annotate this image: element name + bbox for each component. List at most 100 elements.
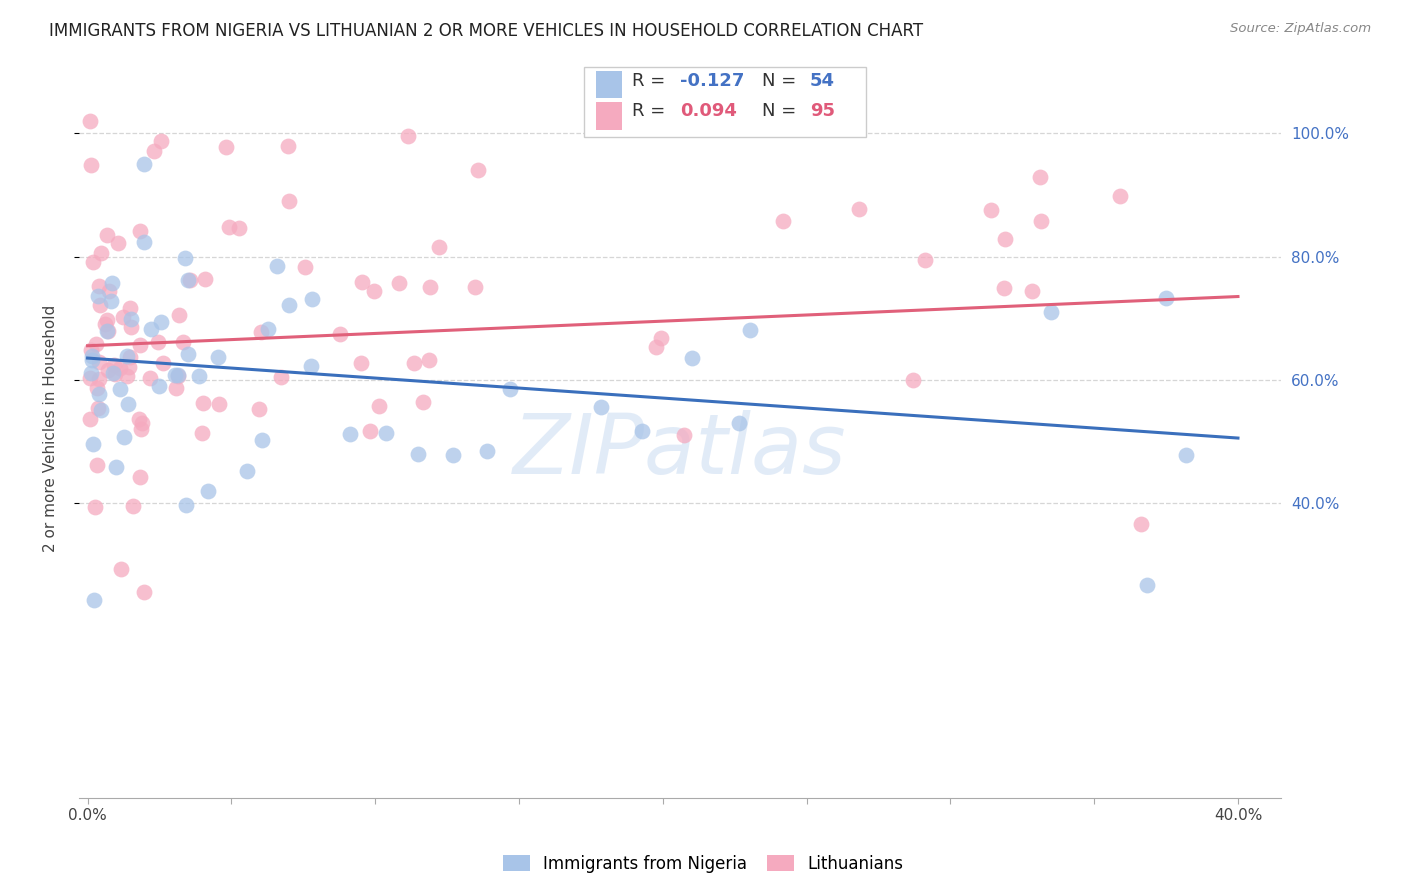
- Point: [90, 402, 112, 417]
- Point: [1136, 578, 1159, 592]
- Point: [172, 335, 194, 350]
- Point: [228, 220, 250, 235]
- Point: [441, 449, 464, 463]
- Point: [207, 350, 229, 364]
- Point: [772, 213, 794, 227]
- Text: ZIPatlas: ZIPatlas: [513, 410, 846, 491]
- Point: [139, 370, 162, 384]
- Point: [901, 373, 924, 387]
- Point: [367, 400, 389, 414]
- Point: [90, 245, 112, 260]
- Point: [427, 240, 450, 254]
- Point: [278, 194, 301, 208]
- Point: [80, 343, 103, 358]
- Point: [176, 498, 198, 512]
- Point: [89, 278, 111, 293]
- Point: [257, 322, 280, 336]
- Point: [108, 382, 131, 396]
- Point: [247, 401, 270, 416]
- Point: [188, 368, 211, 383]
- Point: [94, 318, 117, 332]
- Point: [194, 272, 217, 286]
- Point: [87, 401, 110, 416]
- Point: [208, 397, 231, 411]
- Point: [249, 325, 271, 339]
- Point: [375, 426, 398, 441]
- Point: [193, 396, 215, 410]
- Point: [218, 220, 240, 235]
- Point: [301, 292, 323, 306]
- Point: [350, 356, 373, 370]
- Point: [103, 358, 125, 372]
- Point: [339, 426, 361, 441]
- Point: [644, 340, 666, 354]
- FancyBboxPatch shape: [583, 67, 866, 137]
- Point: [101, 366, 124, 380]
- Point: [134, 235, 156, 249]
- Point: [122, 499, 145, 513]
- Text: 95: 95: [810, 102, 835, 120]
- Point: [631, 424, 654, 438]
- Text: 0.094: 0.094: [681, 102, 737, 120]
- Point: [419, 279, 441, 293]
- Point: [83, 593, 105, 607]
- Point: [89, 355, 111, 369]
- Point: [131, 416, 153, 430]
- Point: [650, 331, 672, 345]
- Point: [120, 311, 142, 326]
- Point: [980, 202, 1002, 217]
- Point: [406, 447, 429, 461]
- Point: [299, 359, 322, 373]
- Point: [236, 464, 259, 478]
- Point: [740, 323, 762, 337]
- Point: [98, 284, 121, 298]
- Point: [214, 139, 236, 153]
- Point: [994, 232, 1017, 246]
- Point: [250, 433, 273, 447]
- Point: [148, 379, 170, 393]
- Point: [179, 273, 201, 287]
- Point: [152, 356, 174, 370]
- Point: [96, 324, 118, 338]
- Point: [89, 387, 111, 401]
- Text: Source: ZipAtlas.com: Source: ZipAtlas.com: [1230, 22, 1371, 36]
- Point: [728, 416, 751, 430]
- Point: [115, 349, 138, 363]
- Point: [115, 368, 138, 383]
- Point: [467, 162, 489, 177]
- Point: [80, 349, 103, 363]
- Point: [128, 412, 150, 426]
- Point: [84, 500, 107, 514]
- Text: -0.127: -0.127: [681, 72, 744, 90]
- Point: [86, 458, 108, 472]
- Point: [412, 395, 434, 409]
- Point: [79, 114, 101, 128]
- Point: [388, 276, 411, 290]
- Point: [110, 562, 132, 576]
- Point: [97, 362, 120, 376]
- Point: [150, 315, 173, 329]
- Point: [82, 255, 104, 269]
- Point: [134, 585, 156, 599]
- Point: [112, 430, 135, 444]
- Point: [848, 202, 870, 216]
- Point: [266, 259, 288, 273]
- Point: [1029, 170, 1052, 185]
- Point: [475, 444, 498, 458]
- Legend: Immigrants from Nigeria, Lithuanians: Immigrants from Nigeria, Lithuanians: [496, 848, 910, 880]
- Point: [1129, 516, 1152, 531]
- Point: [673, 428, 696, 442]
- Point: [165, 368, 187, 383]
- Point: [132, 157, 155, 171]
- Point: [107, 235, 129, 250]
- Point: [914, 253, 936, 268]
- Point: [79, 370, 101, 384]
- Point: [591, 401, 613, 415]
- Point: [111, 310, 134, 324]
- Point: [167, 368, 190, 383]
- Text: 54: 54: [810, 72, 835, 90]
- Y-axis label: 2 or more Vehicles in Household: 2 or more Vehicles in Household: [44, 305, 58, 552]
- Point: [681, 351, 703, 365]
- Point: [96, 312, 118, 326]
- FancyBboxPatch shape: [596, 70, 623, 98]
